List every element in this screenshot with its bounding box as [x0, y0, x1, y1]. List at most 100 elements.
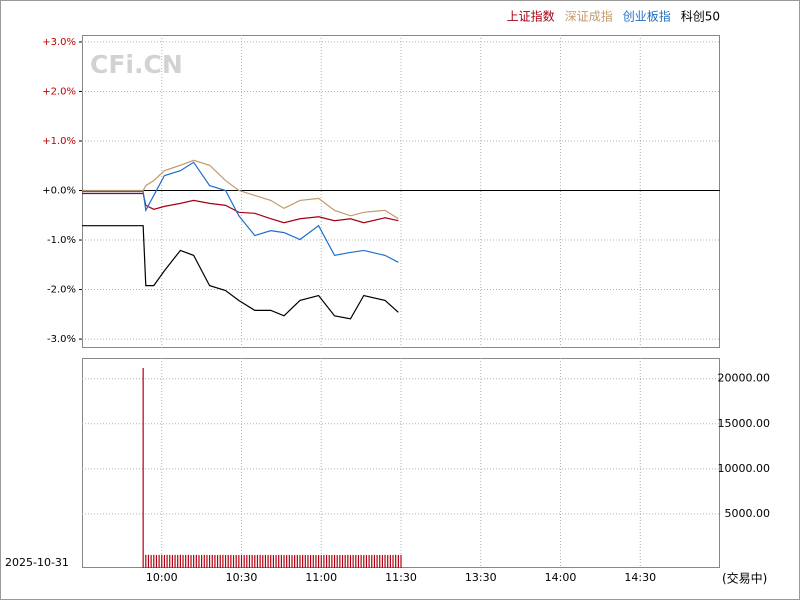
volume-bar	[373, 554, 376, 568]
volume-bar	[174, 554, 176, 568]
volume-bar	[384, 554, 386, 568]
volume-bar	[389, 554, 391, 568]
volume-bar	[209, 555, 211, 568]
legend-entry: 创业板指	[623, 9, 671, 24]
volume-bar	[339, 554, 341, 568]
volume-bar	[214, 554, 216, 568]
y-tick-label: +0.0%	[42, 186, 76, 197]
watermark: CFi.CN	[90, 50, 183, 79]
volume-bar	[376, 554, 378, 568]
x-tick-label: 14:30	[624, 571, 656, 584]
volume-bar	[280, 554, 282, 568]
volume-bar	[161, 554, 163, 568]
volume-bar	[320, 555, 322, 568]
volume-bar	[387, 555, 389, 568]
x-tick-label: 11:00	[305, 571, 337, 584]
volume-bar	[185, 554, 187, 568]
volume-bar	[232, 555, 235, 568]
volume-bar	[190, 555, 192, 568]
volume-bar	[304, 554, 306, 568]
volume-bar	[283, 554, 285, 568]
series-line	[82, 159, 399, 220]
volume-bar	[193, 554, 195, 568]
volume-bar	[397, 555, 399, 568]
volume-bar	[302, 554, 304, 568]
volume-bar	[296, 554, 298, 568]
volume-bar	[187, 554, 189, 568]
y-tick-label: 5000.00	[725, 507, 771, 520]
y-tick-label: 15000.00	[718, 417, 771, 430]
volume-bar	[206, 554, 208, 568]
volume-bar	[179, 554, 181, 568]
volume-bar	[267, 554, 269, 568]
volume-bar	[381, 555, 383, 568]
y-tick-label: 10000.00	[718, 462, 771, 475]
legend-entry: 深证成指	[565, 9, 613, 24]
volume-bar	[235, 554, 237, 568]
volume-bar	[288, 554, 290, 568]
volume-bar	[230, 554, 232, 568]
series-line	[82, 161, 399, 263]
volume-bar	[278, 554, 280, 568]
volume-bar	[270, 554, 272, 568]
volume-bar	[264, 554, 267, 568]
volume-bar	[219, 554, 221, 568]
volume-bar	[392, 554, 394, 568]
volume-bar	[246, 555, 248, 568]
volume-bar	[371, 555, 373, 568]
volume-bar	[341, 555, 344, 568]
legend-entry: 科创50	[681, 10, 720, 24]
volume-bar	[310, 554, 312, 568]
volume-bar	[286, 555, 288, 568]
volume-bar	[349, 555, 352, 568]
y-tick-label: 20000.00	[718, 372, 771, 385]
y-tick-label: +3.0%	[42, 37, 76, 48]
volume-bar	[312, 554, 314, 568]
volume-bar	[163, 554, 166, 568]
y-tick-label: +2.0%	[42, 86, 76, 97]
volume-bar	[352, 554, 354, 568]
volume-bar	[169, 554, 171, 568]
volume-bar	[291, 555, 293, 568]
volume-bar	[365, 554, 368, 568]
volume-bar	[368, 554, 370, 568]
volume-bar	[363, 555, 365, 568]
volume-bar	[357, 555, 360, 568]
volume-bar	[328, 555, 330, 568]
legend-entry: 上证指数	[507, 9, 555, 24]
volume-bar	[145, 554, 147, 568]
volume-bar	[259, 554, 261, 568]
volume-bar	[153, 554, 155, 568]
volume-bar	[238, 555, 240, 568]
volume-bar	[171, 555, 173, 568]
y-tick-label: -2.0%	[47, 285, 76, 296]
volume-bar	[379, 554, 381, 568]
volume-bar	[203, 554, 205, 568]
volume-bar	[299, 555, 301, 568]
volume-bar	[150, 554, 152, 568]
volume-bar	[325, 554, 328, 568]
x-tick-label: 13:30	[465, 571, 497, 584]
volume-bar	[336, 555, 338, 568]
volume-bar	[243, 554, 245, 568]
x-tick-label: 14:00	[545, 571, 577, 584]
volume-bar	[360, 554, 362, 568]
y-tick-label: +1.0%	[42, 136, 76, 147]
volume-bar	[262, 555, 264, 568]
volume-bar	[307, 555, 309, 568]
volume-bar	[344, 554, 346, 568]
status-label: (交易中)	[722, 571, 767, 586]
volume-bar	[272, 555, 274, 568]
x-tick-label: 10:00	[146, 571, 178, 584]
y-tick-label: -3.0%	[47, 334, 76, 345]
volume-bar	[248, 554, 251, 568]
volume-bar	[256, 554, 259, 568]
volume-bar	[158, 554, 160, 568]
volume-bar	[198, 555, 200, 568]
volume-bar	[355, 554, 357, 568]
volume-bar	[195, 554, 197, 568]
volume-bar	[166, 554, 168, 568]
volume-bar	[331, 554, 333, 568]
